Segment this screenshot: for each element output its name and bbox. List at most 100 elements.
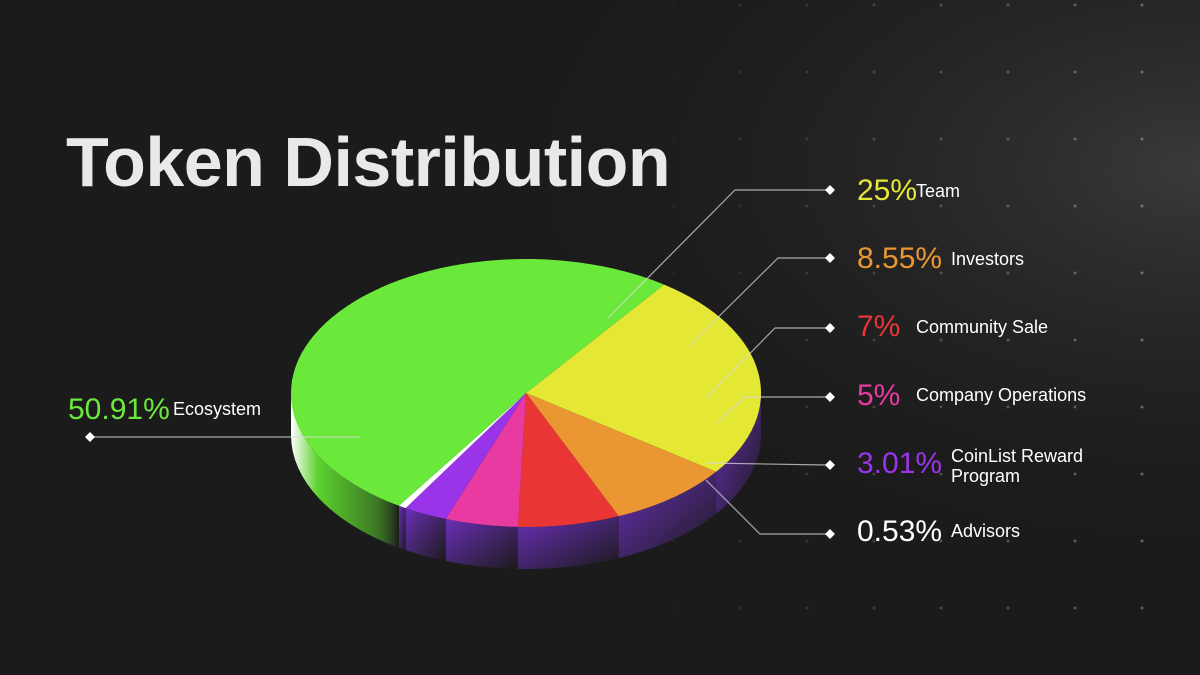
leader-coinlist-reward-program <box>705 462 827 466</box>
grid-dot <box>872 204 876 208</box>
pie-slice-ecosystem <box>290 258 665 506</box>
grid-dot <box>1140 137 1144 141</box>
pie-side-team <box>716 393 761 514</box>
pie-slice-company-operations <box>445 393 526 527</box>
pie-slice-community-sale <box>517 393 619 527</box>
grid-dot <box>738 204 742 208</box>
leader-team <box>607 189 826 319</box>
pie-side-community-sale <box>517 516 619 569</box>
grid-dot <box>805 472 809 476</box>
grid-dot <box>1073 271 1077 275</box>
grid-dot <box>1140 539 1144 543</box>
leader-community-sale <box>705 327 826 399</box>
grid-dot <box>671 70 675 74</box>
leader-company-operations-marker <box>825 392 835 402</box>
pie-slice-team <box>526 284 761 472</box>
grid-dot <box>805 338 809 342</box>
leader-coinlist-reward-program-marker <box>825 460 835 470</box>
pie-side-investors <box>618 471 717 559</box>
grid-dot <box>939 606 943 610</box>
grid-dot <box>1073 405 1077 409</box>
grid-dot <box>872 606 876 610</box>
grid-dot <box>1073 137 1077 141</box>
grid-dot <box>1140 70 1144 74</box>
pie-side-coinlist-reward-program <box>405 508 446 561</box>
grid-dot <box>872 70 876 74</box>
pie-side-company-operations <box>445 518 518 569</box>
slice-value-coinlist-reward-program: 3.01% <box>857 447 943 480</box>
grid-dot <box>805 606 809 610</box>
grid-dot <box>872 472 876 476</box>
slice-value-investors: 8.55% <box>857 242 943 275</box>
grid-dot <box>1073 606 1077 610</box>
grid-dot <box>805 137 809 141</box>
grid-dot <box>738 271 742 275</box>
pie-sides <box>291 393 761 569</box>
grid-dot <box>1006 539 1010 543</box>
slice-value-advisors: 0.53% <box>857 515 943 548</box>
grid-dot <box>1140 606 1144 610</box>
slice-value-team: 25% <box>857 174 918 207</box>
slice-label-coinlist-reward-program: CoinList Reward Program <box>951 446 1084 486</box>
pie-top <box>290 258 761 527</box>
grid-dot <box>1006 70 1010 74</box>
grid-dot <box>872 338 876 342</box>
grid-dot <box>1073 472 1077 476</box>
grid-dot <box>939 539 943 543</box>
grid-dot <box>939 405 943 409</box>
pie-slice-coinlist-reward-program <box>405 393 526 519</box>
slice-value-ecosystem: 50.91% <box>68 393 170 426</box>
slice-label-company-operations: Company Operations <box>916 385 1087 405</box>
leader-investors-marker <box>825 253 835 263</box>
slice-value-community-sale: 7% <box>857 310 901 343</box>
grid-dot <box>1140 271 1144 275</box>
grid-dot <box>939 204 943 208</box>
leader-ecosystem-marker <box>85 432 95 442</box>
grid-dot <box>805 70 809 74</box>
grid-dot <box>1006 405 1010 409</box>
grid-dot <box>872 405 876 409</box>
grid-dot <box>738 137 742 141</box>
grid-dot <box>738 539 742 543</box>
grid-dot <box>939 271 943 275</box>
pie-slice-advisors <box>398 393 526 509</box>
grid-dot <box>872 3 876 7</box>
grid-dot <box>1140 3 1144 7</box>
grid-dot <box>671 539 675 543</box>
leader-advisors-marker <box>825 529 835 539</box>
grid-dot <box>671 3 675 7</box>
leader-company-operations <box>717 396 826 423</box>
grid-dot <box>1073 3 1077 7</box>
grid-dot <box>1073 338 1077 342</box>
slice-label-investors: Investors <box>951 249 1025 269</box>
slice-label-team: Team <box>916 181 961 201</box>
grid-dot <box>671 137 675 141</box>
grid-dot <box>939 70 943 74</box>
grid-dot <box>805 405 809 409</box>
grid-dot <box>1073 70 1077 74</box>
grid-dot <box>738 3 742 7</box>
slice-label-ecosystem: Ecosystem <box>173 399 262 419</box>
grid-dot <box>805 539 809 543</box>
grid-dot <box>805 3 809 7</box>
grid-dot <box>1140 405 1144 409</box>
grid-dot <box>872 539 876 543</box>
page-title: Token Distribution <box>66 123 671 201</box>
leader-team-marker <box>825 185 835 195</box>
slice-value-company-operations: 5% <box>857 379 901 412</box>
grid-dot <box>1006 204 1010 208</box>
grid-dot <box>805 204 809 208</box>
grid-dot <box>671 606 675 610</box>
grid-dot <box>939 3 943 7</box>
grid-dot <box>872 271 876 275</box>
grid-dot <box>671 271 675 275</box>
grid-dot <box>1006 271 1010 275</box>
pie-side-ecosystem <box>291 393 399 548</box>
grid-dot <box>939 137 943 141</box>
grid-dot <box>1006 137 1010 141</box>
grid-dot <box>1006 3 1010 7</box>
grid-dot <box>1006 606 1010 610</box>
leader-lines <box>85 185 835 539</box>
